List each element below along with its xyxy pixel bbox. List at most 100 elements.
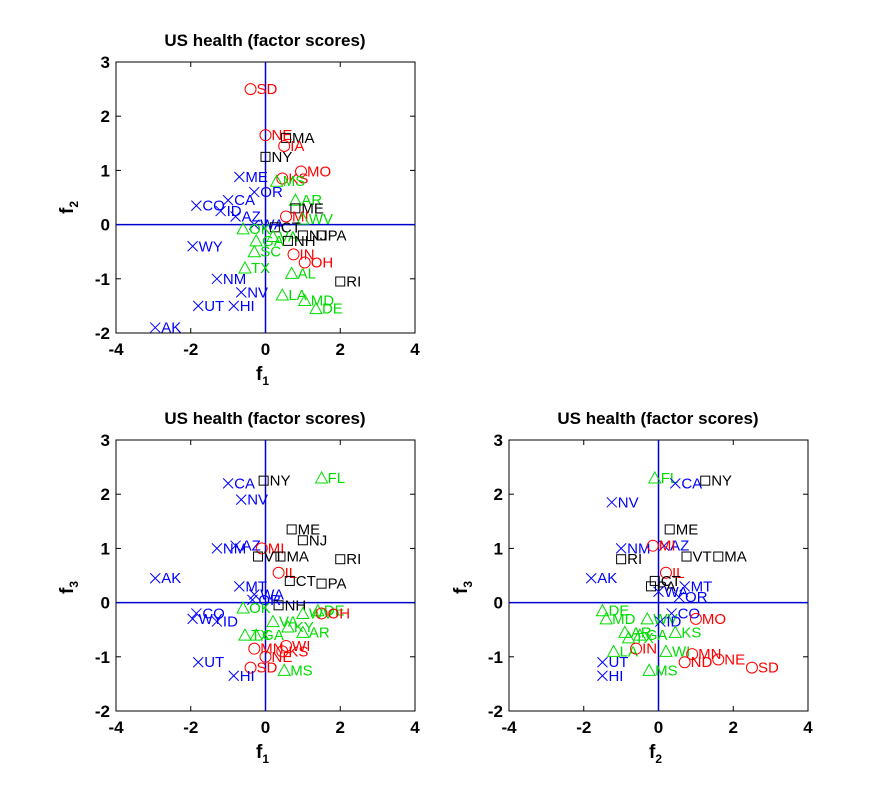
point-label: OR xyxy=(685,589,708,606)
point-marker xyxy=(222,478,234,489)
x-tick-label: -2 xyxy=(576,718,591,737)
point-marker xyxy=(248,186,260,198)
point-marker xyxy=(296,606,310,619)
point-marker xyxy=(335,276,346,287)
point-marker xyxy=(269,222,280,233)
x-tick-label: 0 xyxy=(261,340,270,359)
point-label: OH xyxy=(328,605,351,622)
point-label: CO xyxy=(202,198,225,215)
y-tick-label: 1 xyxy=(101,539,110,558)
point-marker xyxy=(618,625,632,638)
point-marker xyxy=(211,543,223,554)
point-marker xyxy=(275,551,286,562)
y-tick-label: -1 xyxy=(95,270,110,289)
point-label: VT xyxy=(693,549,712,566)
point-marker xyxy=(666,608,677,619)
point-label: WA xyxy=(260,586,284,603)
chart-title: US health (factor scores) xyxy=(557,409,758,428)
scatter-panel-f1-f2: US health (factor scores) -4 -2 0 2 4-2-1012… xyxy=(57,31,420,388)
point-marker xyxy=(244,83,257,96)
y-tick-label: 1 xyxy=(101,161,110,180)
point-marker xyxy=(235,286,247,298)
point-marker xyxy=(222,194,234,206)
point-label: MS xyxy=(290,662,313,679)
point-label: DE xyxy=(608,603,629,620)
point-marker xyxy=(233,580,245,592)
y-tick-label: 3 xyxy=(101,431,110,450)
point-marker xyxy=(211,273,223,285)
point-label: PA xyxy=(328,227,347,244)
y-tick-label: -2 xyxy=(95,702,110,721)
point-label: NE xyxy=(272,649,293,666)
point-label: GA xyxy=(646,627,668,644)
point-marker xyxy=(597,670,608,682)
y-tick-label: -2 xyxy=(488,702,503,721)
point-marker xyxy=(191,608,202,619)
point-marker xyxy=(673,591,685,603)
point-marker xyxy=(653,586,664,598)
point-marker xyxy=(149,572,161,584)
y-tick-label: 2 xyxy=(101,107,110,126)
point-label: WI xyxy=(292,638,310,655)
point-marker xyxy=(297,230,308,241)
point-label: AR xyxy=(301,192,322,209)
y-tick-label: -1 xyxy=(95,648,110,667)
point-label: AR xyxy=(309,624,330,641)
point-marker xyxy=(297,293,312,306)
point-marker xyxy=(296,625,310,638)
point-marker xyxy=(191,200,202,211)
point-label: OR xyxy=(258,592,281,609)
point-label: IN xyxy=(642,641,657,658)
point-label: NH xyxy=(285,597,307,614)
chart-title: US health (factor scores) xyxy=(164,31,365,50)
point-label: MO xyxy=(307,163,331,180)
point-label: NY xyxy=(270,473,291,490)
point-marker xyxy=(686,648,699,661)
point-label: NM xyxy=(223,271,246,288)
point-marker xyxy=(260,151,271,162)
point-marker xyxy=(597,656,608,668)
x-tick-label: 4 xyxy=(803,718,813,737)
point-label: DE xyxy=(324,603,345,620)
point-label: ID xyxy=(227,203,242,220)
point-label: AZ xyxy=(242,538,261,555)
scatter-panel-f2-f3: US health (factor scores) -4 -2 0 2 4-2-1012… xyxy=(451,409,813,766)
point-label: WI xyxy=(672,643,690,660)
point-label: AK xyxy=(161,320,181,337)
y-tick-label: 0 xyxy=(494,594,503,613)
point-marker xyxy=(681,551,692,562)
x-axis-label: f1 xyxy=(256,742,269,766)
point-label: CT xyxy=(661,573,681,590)
point-marker xyxy=(649,575,660,586)
point-marker xyxy=(669,478,681,489)
point-marker xyxy=(655,616,666,627)
point-marker xyxy=(640,611,655,625)
x-tick-label: 2 xyxy=(729,718,738,737)
point-label: PA xyxy=(328,576,347,593)
point-marker xyxy=(187,613,198,625)
point-label: GA xyxy=(262,627,284,644)
point-marker xyxy=(316,230,327,241)
point-label: OK xyxy=(249,600,271,617)
point-label: LA xyxy=(620,643,638,660)
point-label: GA xyxy=(262,233,284,250)
point-marker xyxy=(248,642,261,655)
point-label: AL xyxy=(298,265,316,282)
point-label: WY xyxy=(199,238,223,255)
point-marker xyxy=(288,193,303,206)
point-label: NV xyxy=(247,492,268,509)
point-marker xyxy=(310,603,325,617)
point-label: NV xyxy=(247,284,268,301)
point-marker xyxy=(277,663,292,676)
point-label: DE xyxy=(322,301,343,318)
point-marker xyxy=(215,205,227,217)
point-marker xyxy=(266,229,280,243)
point-label: IL xyxy=(672,565,685,582)
point-marker xyxy=(281,619,295,633)
point-label: WA xyxy=(260,217,284,234)
point-marker xyxy=(244,661,257,674)
point-marker xyxy=(280,210,293,223)
point-label: NV xyxy=(618,494,639,511)
point-label: OH xyxy=(311,255,334,272)
